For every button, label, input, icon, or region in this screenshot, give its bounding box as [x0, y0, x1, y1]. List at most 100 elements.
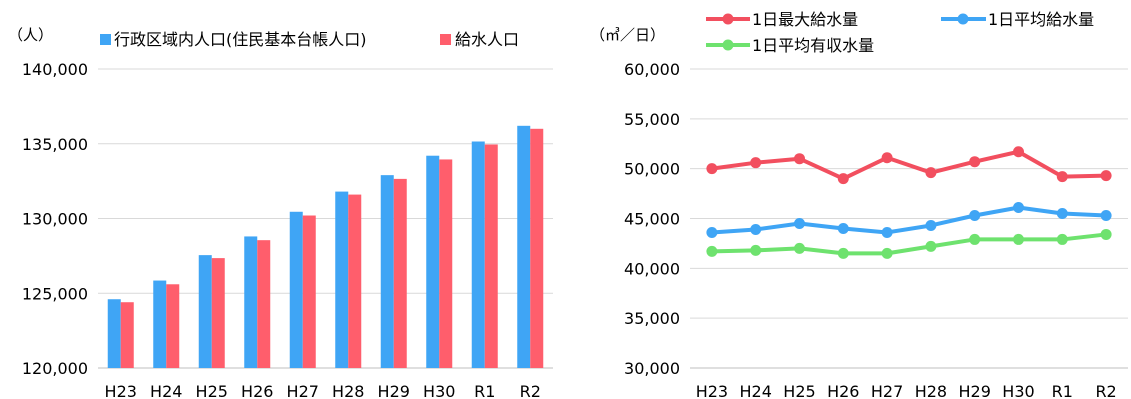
bar-served-population [166, 284, 180, 368]
bar-x-tick-label: H29 [378, 382, 410, 399]
line-x-tick-label: R1 [1052, 382, 1073, 399]
bar-served-population [348, 194, 362, 368]
line-x-tick-label: H25 [783, 382, 815, 399]
legend-label-avg-revenue-water: 1日平均有収水量 [752, 36, 874, 55]
line-x-tick-label: H28 [915, 382, 947, 399]
line-x-tick-label: H30 [1002, 382, 1034, 399]
point-avg-supply [837, 222, 849, 234]
line-x-tick-label: H27 [871, 382, 903, 399]
bar-admin-population [153, 280, 167, 368]
line-y-tick-label: 45,000 [624, 210, 680, 229]
series-line-avg-revenue-water [711, 232, 1107, 256]
bar-admin-population [380, 175, 394, 368]
point-avg-revenue-water [1013, 233, 1024, 245]
line-y-tick-label: 40,000 [624, 259, 680, 278]
point-avg-revenue-water [881, 247, 893, 259]
bar-chart-bars [107, 125, 544, 368]
bar-served-population [257, 240, 271, 368]
line-y-tick-label: 55,000 [624, 110, 680, 129]
series-avg-supply [706, 202, 1112, 238]
point-avg-supply [1100, 210, 1112, 222]
bar-x-tick-label: H24 [150, 382, 182, 399]
legend-label-avg-supply: 1日平均給水量 [988, 10, 1094, 29]
legend-label-served-population: 給水人口 [455, 30, 519, 49]
line-y-tick-label: 50,000 [624, 160, 680, 179]
point-avg-supply [969, 210, 981, 222]
series-max-supply [706, 146, 1112, 185]
point-avg-revenue-water [1100, 228, 1112, 240]
point-max-supply [881, 152, 893, 164]
bar-chart-legend: 行政区域内人口(住民基本台帳人口) 給水人口 [100, 30, 519, 49]
bar-served-population [211, 258, 225, 368]
bar-y-tick-label: 140,000 [22, 60, 88, 79]
line-chart-y-ticks: 30,000 35,000 40,000 45,000 50,000 55,000 60,0… [624, 60, 680, 378]
point-avg-supply [1013, 202, 1024, 214]
line-chart-x-ticks: H23 H24 H25 H26 H27 H28 H29 H30 R1 R2 [696, 382, 1117, 399]
line-chart-unit-label: （㎥／日） [590, 26, 665, 44]
bar-y-tick-label: 120,000 [22, 359, 88, 378]
point-max-supply [1056, 171, 1068, 183]
bar-admin-population [335, 191, 349, 368]
point-avg-revenue-water [969, 233, 981, 245]
legend-label-max-supply: 1日最大給水量 [752, 10, 858, 29]
bar-x-tick-label: H28 [332, 382, 364, 399]
point-max-supply [1013, 146, 1024, 158]
point-avg-supply [750, 223, 762, 235]
legend-label-admin-population: 行政区域内人口(住民基本台帳人口) [114, 30, 367, 49]
line-chart-series [706, 146, 1112, 259]
bar-y-tick-label: 125,000 [22, 284, 88, 303]
bar-x-tick-label: R1 [474, 382, 495, 399]
point-avg-revenue-water [925, 240, 937, 252]
line-y-tick-label: 35,000 [624, 309, 680, 328]
point-max-supply [750, 157, 762, 169]
legend-marker-max-supply [722, 13, 734, 25]
series-line-max-supply [711, 149, 1107, 181]
line-x-tick-label: H29 [959, 382, 991, 399]
bar-admin-population [471, 141, 485, 368]
bar-chart-unit-label: （人） [8, 26, 53, 44]
bar-admin-population [198, 255, 212, 368]
bar-served-population [439, 159, 453, 368]
point-avg-supply [925, 219, 937, 231]
bar-chart-y-ticks: 120,000 125,000 130,000 135,000 140,000 [22, 60, 88, 378]
bar-x-tick-label: H26 [241, 382, 273, 399]
bar-served-population [393, 178, 407, 368]
bar-admin-population [517, 125, 531, 368]
bar-served-population [302, 215, 316, 368]
bar-admin-population [289, 211, 303, 368]
line-x-tick-label: H24 [740, 382, 772, 399]
legend-swatch-admin-population [100, 34, 111, 45]
line-y-tick-label: 60,000 [624, 60, 680, 79]
line-chart-legend: 1日最大給水量 1日平均給水量 1日平均有収水量 [706, 10, 1094, 55]
bar-y-tick-label: 130,000 [22, 210, 88, 229]
series-avg-revenue-water [706, 228, 1112, 259]
bar-admin-population [244, 236, 258, 368]
point-max-supply [706, 163, 718, 175]
bar-admin-population [426, 155, 440, 368]
bar-x-tick-label: R2 [520, 382, 541, 399]
point-avg-supply [706, 226, 718, 238]
bar-x-tick-label: H30 [423, 382, 455, 399]
bar-served-population [530, 128, 544, 368]
bar-x-tick-label: H25 [196, 382, 228, 399]
population-bar-chart: （人） 行政区域内人口(住民基本台帳人口) 給水人口 120,000 125,00… [8, 26, 553, 399]
point-max-supply [969, 156, 981, 168]
line-y-tick-label: 30,000 [624, 359, 680, 378]
line-x-tick-label: R2 [1095, 382, 1116, 399]
point-avg-supply [881, 226, 893, 238]
legend-marker-avg-revenue-water [722, 39, 734, 51]
bar-served-population [120, 302, 134, 368]
point-avg-supply [794, 217, 805, 229]
point-avg-revenue-water [750, 244, 762, 256]
line-x-tick-label: H26 [827, 382, 859, 399]
point-avg-revenue-water [794, 242, 805, 254]
legend-swatch-served-population [440, 34, 451, 45]
bar-y-tick-label: 135,000 [22, 135, 88, 154]
line-x-tick-label: H23 [696, 382, 728, 399]
bar-x-tick-label: H27 [287, 382, 319, 399]
point-max-supply [837, 173, 849, 185]
point-avg-supply [1056, 208, 1068, 220]
series-line-avg-supply [711, 205, 1107, 235]
point-max-supply [1100, 170, 1112, 182]
